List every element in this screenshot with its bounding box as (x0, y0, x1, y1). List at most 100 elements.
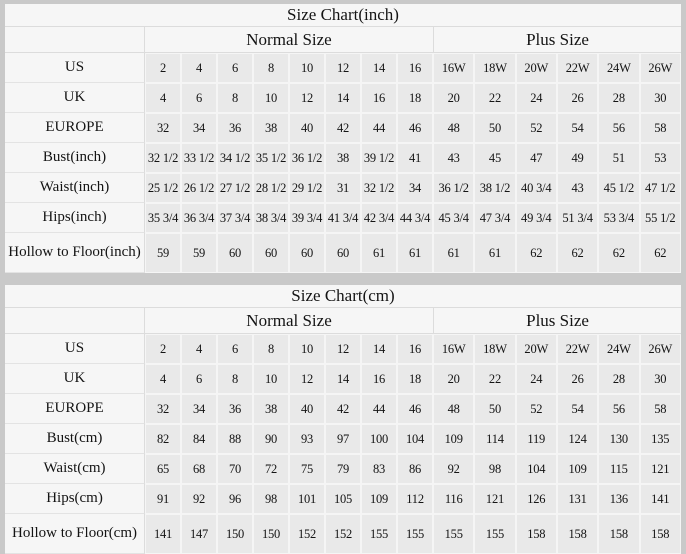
size-cell: 158 (515, 514, 557, 554)
size-cell: 14 (325, 364, 362, 394)
size-cell: 37 3/4 (217, 203, 254, 233)
size-cell: 104 (397, 424, 434, 454)
size-cell: 61 (474, 233, 516, 273)
size-cell: 62 (556, 233, 599, 273)
size-cell: 18W (474, 334, 516, 364)
plus-size-header: Plus Size (433, 308, 681, 334)
size-cell: 105 (325, 484, 362, 514)
row-label: Bust(inch) (5, 143, 146, 173)
size-cell: 14 (361, 53, 398, 83)
table-row: Hips(inch) 35 3/4 36 3/4 37 3/4 38 3/4 39 3/4… (5, 203, 681, 233)
size-cell: 114 (474, 424, 516, 454)
size-cell: 59 (181, 233, 218, 273)
size-cell: 50 (474, 394, 516, 424)
size-cell: 12 (289, 364, 326, 394)
size-cell: 16W (433, 334, 475, 364)
size-cell: 14 (325, 83, 362, 113)
size-cell: 26 (556, 364, 599, 394)
size-cell: 28 (598, 364, 640, 394)
size-cell: 16 (361, 83, 398, 113)
size-cell: 38 (253, 113, 290, 143)
size-cell: 44 (361, 394, 398, 424)
size-cell: 51 (598, 143, 640, 173)
size-cell: 8 (253, 334, 290, 364)
size-cell: 16 (397, 53, 434, 83)
size-cell: 155 (361, 514, 398, 554)
size-cell: 60 (253, 233, 290, 273)
size-chart-cm-table: Size Chart(cm) Normal Size Plus Size US 2… (5, 285, 681, 554)
size-cell: 27 1/2 (217, 173, 254, 203)
size-cell: 30 (639, 83, 681, 113)
size-cell: 101 (289, 484, 326, 514)
size-cell: 6 (217, 53, 254, 83)
row-label: Bust(cm) (5, 424, 146, 454)
size-cell: 29 1/2 (289, 173, 326, 203)
size-cell: 60 (217, 233, 254, 273)
size-cell: 96 (217, 484, 254, 514)
table-row: Hips(cm) 91 92 96 98 101 105 109 112 116 121 126 131… (5, 484, 681, 514)
row-label: EUROPE (5, 394, 146, 424)
size-cell: 61 (433, 233, 475, 273)
size-cell: 54 (556, 394, 599, 424)
size-cell: 141 (145, 514, 182, 554)
size-cell: 12 (289, 83, 326, 113)
table-row: UK 4 6 8 10 12 14 16 18 20 22 24 26 28 30 (5, 364, 681, 394)
size-cell: 26W (639, 334, 681, 364)
size-cell: 51 3/4 (556, 203, 599, 233)
size-cell: 34 (181, 113, 218, 143)
size-cell: 58 (639, 113, 681, 143)
size-chart-inch-table: Size Chart(inch) Normal Size Plus Size U… (5, 4, 681, 273)
size-cell: 91 (145, 484, 182, 514)
size-cell: 10 (253, 83, 290, 113)
size-cell: 10 (289, 334, 326, 364)
table-row: EUROPE 32 34 36 38 40 42 44 46 48 50 52 54 56 58 (5, 113, 681, 143)
size-cell: 38 (253, 394, 290, 424)
size-cell: 31 (325, 173, 362, 203)
size-cell: 36 1/2 (289, 143, 326, 173)
size-cell: 49 3/4 (515, 203, 557, 233)
size-cell: 32 1/2 (361, 173, 398, 203)
size-cell: 104 (515, 454, 557, 484)
size-cell: 28 1/2 (253, 173, 290, 203)
size-cell: 24 (515, 83, 557, 113)
size-cell: 136 (598, 484, 640, 514)
size-cell: 4 (181, 334, 218, 364)
size-cell: 40 3/4 (515, 173, 557, 203)
size-cell: 52 (515, 394, 557, 424)
row-label: UK (5, 83, 146, 113)
size-cell: 82 (145, 424, 182, 454)
size-cell: 49 (556, 143, 599, 173)
size-cell: 75 (289, 454, 326, 484)
size-cell: 35 3/4 (145, 203, 182, 233)
row-label: Hollow to Floor(inch) (5, 233, 146, 273)
size-cell: 155 (433, 514, 475, 554)
size-cell: 52 (515, 113, 557, 143)
size-cell: 46 (397, 113, 434, 143)
table-row: UK 4 6 8 10 12 14 16 18 20 22 24 26 28 30 (5, 83, 681, 113)
size-cell: 22W (556, 334, 599, 364)
size-cell: 62 (639, 233, 681, 273)
size-cell: 124 (556, 424, 599, 454)
plus-size-header: Plus Size (433, 27, 681, 53)
size-cell: 24W (598, 53, 640, 83)
table-row: Waist(inch) 25 1/2 26 1/2 27 1/2 28 1/2 29 1/… (5, 173, 681, 203)
table-row: US 2 4 6 8 10 12 14 16 16W 18W 20W 22W 24W 26W (5, 53, 681, 83)
size-cell: 158 (639, 514, 681, 554)
size-cell: 2 (145, 53, 182, 83)
table-row: Bust(inch) 32 1/2 33 1/2 34 1/2 35 1/2 36 1/2… (5, 143, 681, 173)
size-cell: 119 (515, 424, 557, 454)
size-cell: 20W (515, 53, 557, 83)
size-cell: 158 (556, 514, 599, 554)
size-cell: 54 (556, 113, 599, 143)
table-row: Waist(cm) 65 68 70 72 75 79 83 86 92 98 104 109 115 12… (5, 454, 681, 484)
size-cell: 62 (598, 233, 640, 273)
size-cell: 62 (515, 233, 557, 273)
size-cell: 92 (181, 484, 218, 514)
size-cell: 6 (181, 83, 218, 113)
size-cell: 39 1/2 (361, 143, 398, 173)
size-cell: 32 (145, 394, 182, 424)
row-label: Hips(inch) (5, 203, 146, 233)
size-cell: 126 (515, 484, 557, 514)
size-cell: 30 (639, 364, 681, 394)
size-cell: 48 (433, 113, 475, 143)
